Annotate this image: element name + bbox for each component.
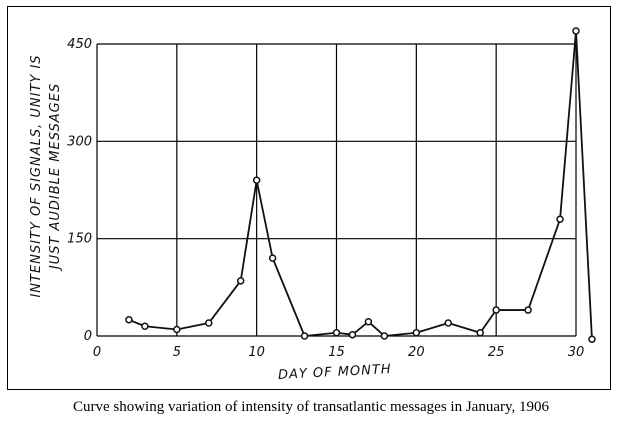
data-point [141, 322, 149, 331]
data-point [364, 317, 373, 326]
data-point [300, 332, 309, 340]
y-tick-label: 450 [67, 37, 92, 52]
data-point [524, 306, 532, 314]
y-tick-label: 0 [84, 329, 92, 344]
y-axis-label-line1: INTENSITY OF SIGNALS, UNITY IS [29, 54, 44, 297]
x-tick-label: 15 [328, 345, 345, 360]
data-point [556, 215, 564, 223]
y-tick-label: 300 [67, 134, 92, 149]
data-point [588, 335, 596, 343]
x-tick-label: 30 [568, 345, 585, 360]
data-point [412, 329, 421, 337]
y-tick-label: 150 [67, 232, 92, 247]
figure-caption: Curve showing variation of intensity of … [72, 399, 549, 415]
data-point [205, 319, 213, 327]
x-tick-labels: 0 5 10 15 20 25 30 [93, 345, 584, 360]
data-point [236, 277, 245, 285]
data-point [125, 316, 133, 324]
x-axis-label: DAY OF MONTH [278, 362, 392, 383]
data-point [572, 27, 580, 35]
data-point [252, 176, 261, 185]
x-tick-label: 25 [488, 345, 505, 360]
data-point [444, 319, 453, 327]
data-point [492, 306, 500, 314]
chart-frame [7, 6, 611, 390]
y-axis-label-line2: JUST AUDIBLE MESSAGES [48, 83, 63, 272]
data-point [173, 325, 181, 334]
x-tick-label: 10 [248, 345, 265, 360]
data-point [476, 329, 484, 337]
data-point [348, 330, 357, 339]
x-tick-label: 5 [173, 345, 181, 360]
series-line [128, 30, 593, 340]
data-point [380, 332, 389, 340]
x-tick-label: 0 [93, 345, 101, 360]
data-point [332, 329, 341, 337]
x-tick-label: 20 [408, 345, 425, 360]
chart: 0 150 300 450 0 5 10 15 20 25 30 DAY OF MONTH INT… [29, 27, 596, 383]
grid-lines [96, 43, 577, 337]
data-series [125, 27, 596, 343]
y-tick-labels: 0 150 300 450 [67, 37, 92, 344]
data-point [268, 254, 277, 262]
